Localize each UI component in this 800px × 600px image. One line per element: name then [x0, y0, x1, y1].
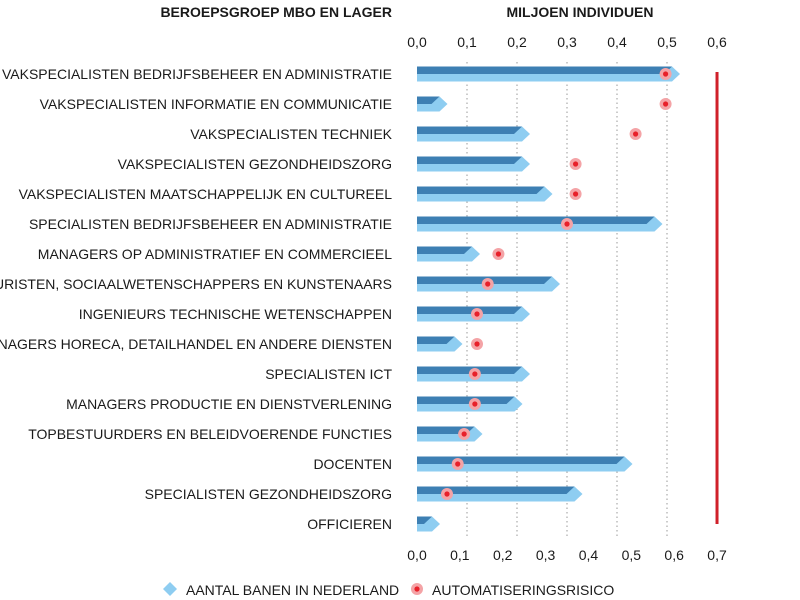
top-axis-tick: 0,2: [507, 34, 527, 50]
bar: [417, 336, 463, 352]
risk-point: [492, 248, 505, 260]
top-axis-tick: 0,5: [657, 34, 677, 50]
risk-point: [659, 98, 672, 110]
bar: [417, 486, 583, 502]
top-axis-tick: 0,6: [707, 34, 727, 50]
risk-point: [659, 68, 672, 80]
risk-point-dot: [572, 191, 579, 197]
risk-point-dot: [662, 101, 669, 107]
bottom-axis-tick: 0,0: [407, 547, 427, 563]
risk-point-dot: [461, 431, 467, 437]
category-labels: VAKSPECIALISTEN BEDRIJFSBEHEER EN ADMINI…: [0, 66, 393, 532]
top-axis-tick: 0,0: [407, 34, 427, 50]
top-axis-tick: 0,3: [557, 34, 577, 50]
bottom-axis-tick: 0,4: [579, 547, 599, 563]
risk-point: [471, 308, 484, 320]
bar-shade: [417, 246, 472, 254]
category-label: TOPBESTUURDERS EN BELEIDVOERENDE FUNCTIE…: [28, 426, 392, 442]
risk-point-dot: [455, 461, 461, 467]
bar-shade: [417, 396, 515, 404]
risk-point-dot: [495, 251, 502, 257]
risk-point-dot: [472, 371, 478, 377]
category-label: VAKSPECIALISTEN BEDRIJFSBEHEER EN ADMINI…: [2, 66, 392, 82]
axes: BEROEPSGROEP MBO EN LAGER MILJOEN INDIVI…: [160, 4, 727, 563]
bar-shade: [417, 336, 455, 344]
category-label: MANAGERS PRODUCTIE EN DIENSTVERLENING: [66, 396, 392, 412]
risk-point-dot: [572, 161, 579, 167]
bottom-axis-tick: 0,6: [664, 547, 684, 563]
risk-point: [569, 158, 582, 170]
bar-shade: [417, 156, 522, 164]
legend-bar-icon: [163, 582, 177, 596]
bottom-axis-tick: 0,2: [493, 547, 513, 563]
risk-point-dot: [474, 311, 480, 317]
bar: [417, 246, 480, 262]
bar-shade: [417, 516, 432, 524]
bar-shade: [417, 96, 440, 104]
bar: [417, 96, 448, 112]
risk-point-dot: [474, 341, 480, 347]
bar-shade: [417, 216, 655, 224]
risk-point-dot: [485, 281, 491, 287]
risk-point: [471, 338, 484, 350]
category-label: INGENIEURS TECHNISCHE WETENSCHAPPEN: [79, 306, 392, 322]
category-label: SPECIALISTEN GEZONDHEIDSZORG: [145, 486, 392, 502]
category-label: VAKSPECIALISTEN INFORMATIE EN COMMUNICAT…: [40, 96, 392, 112]
category-label: MANAGERS OP ADMINISTRATIEF EN COMMERCIEE…: [38, 246, 392, 262]
category-label: OFFICIEREN: [307, 516, 392, 532]
bar: [417, 216, 663, 232]
bars: [417, 66, 680, 532]
risk-point: [569, 188, 582, 200]
legend-risk-icon: [414, 586, 420, 592]
bar: [417, 66, 680, 82]
risk-point: [561, 218, 574, 230]
bottom-axis-tick: 0,7: [707, 547, 727, 563]
risk-point: [629, 128, 642, 140]
category-header: BEROEPSGROEP MBO EN LAGER: [160, 4, 392, 20]
bar-shade: [417, 486, 575, 494]
bar-shade: [417, 66, 672, 74]
bar: [417, 126, 530, 142]
category-label: SPECIALISTEN ICT: [265, 366, 392, 382]
bar-shade: [417, 366, 522, 374]
bottom-axis-tick: 0,5: [622, 547, 642, 563]
bar-shade: [417, 456, 625, 464]
risk-point-dot: [662, 71, 669, 77]
bar-shade: [417, 186, 545, 194]
category-label: DOCENTEN: [313, 456, 392, 472]
risk-point-dot: [472, 401, 478, 407]
risk-point: [468, 368, 481, 380]
risk-point: [458, 428, 471, 440]
risk-points: [441, 68, 672, 500]
category-label: VAKSPECIALISTEN GEZONDHEIDSZORG: [118, 156, 392, 172]
bar-shade: [417, 306, 522, 314]
bar: [417, 186, 553, 202]
legend: AANTAL BANEN IN NEDERLAND AUTOMATISERING…: [163, 582, 614, 598]
legend-bar-label: AANTAL BANEN IN NEDERLAND: [186, 582, 399, 598]
top-axis-tick: 0,4: [607, 34, 627, 50]
bar: [417, 456, 633, 472]
bar: [417, 426, 483, 442]
category-label: VAKSPECIALISTEN MAATSCHAPPELIJK EN CULTU…: [19, 186, 393, 202]
risk-point-dot: [444, 491, 450, 497]
bottom-axis-tick: 0,3: [536, 547, 556, 563]
category-label: MANAGERS HORECA, DETAILHANDEL EN ANDERE …: [0, 336, 392, 352]
bar-shade: [417, 126, 522, 134]
top-axis-tick: 0,1: [457, 34, 477, 50]
risk-point: [441, 488, 454, 500]
bar: [417, 516, 440, 532]
category-label: JURISTEN, SOCIAALWETENSCHAPPERS EN KUNST…: [0, 276, 392, 292]
bottom-axis-tick: 0,1: [450, 547, 470, 563]
risk-point-dot: [564, 221, 570, 227]
top-axis-label: MILJOEN INDIVIDUEN: [506, 4, 653, 20]
risk-point: [451, 458, 464, 470]
category-label: VAKSPECIALISTEN TECHNIEK: [190, 126, 392, 142]
category-label: SPECIALISTEN BEDRIJFSBEHEER EN ADMINISTR…: [29, 216, 392, 232]
risk-point: [481, 278, 494, 290]
risk-point-dot: [632, 131, 639, 137]
risk-point: [468, 398, 481, 410]
bar: [417, 156, 530, 172]
legend-risk-label: AUTOMATISERINGSRISICO: [432, 582, 614, 598]
